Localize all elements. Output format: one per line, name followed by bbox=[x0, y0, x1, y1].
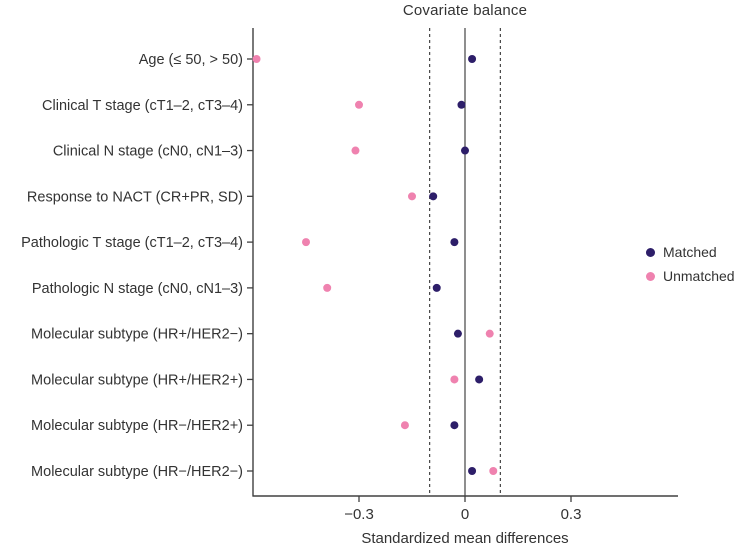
x-tick-label: 0.3 bbox=[561, 506, 582, 523]
unmatched-dot-icon bbox=[646, 271, 655, 281]
data-point-matched bbox=[450, 421, 459, 430]
data-point-unmatched bbox=[408, 192, 416, 201]
data-point-matched bbox=[429, 192, 438, 201]
matched-dot-icon bbox=[646, 247, 655, 257]
y-axis-label: Molecular subtype (HR−/HER2−) bbox=[31, 464, 243, 480]
y-axis-label: Clinical T stage (cT1–2, cT3–4) bbox=[42, 98, 243, 114]
y-axis-label: Molecular subtype (HR+/HER2+) bbox=[31, 372, 243, 388]
legend: Matched Unmatched bbox=[646, 244, 735, 284]
x-tick-label: 0 bbox=[461, 506, 469, 523]
data-point-unmatched bbox=[485, 329, 494, 338]
data-point-unmatched bbox=[489, 467, 498, 475]
data-point-matched bbox=[432, 283, 441, 292]
data-point-unmatched bbox=[323, 283, 332, 292]
y-axis-label: Response to NACT (CR+PR, SD) bbox=[27, 189, 243, 205]
data-point-unmatched bbox=[355, 100, 363, 109]
chart-title: Covariate balance bbox=[402, 2, 528, 19]
y-axis-label: Clinical N stage (cN0, cN1–3) bbox=[53, 144, 243, 160]
data-point-unmatched bbox=[450, 375, 459, 384]
x-tick-label: −0.3 bbox=[344, 506, 374, 523]
data-point-unmatched bbox=[302, 238, 310, 247]
legend-item-unmatched: Unmatched bbox=[646, 268, 735, 284]
data-point-unmatched bbox=[400, 421, 409, 430]
data-point-unmatched bbox=[351, 146, 360, 155]
data-point-matched bbox=[457, 100, 466, 109]
data-point-matched bbox=[450, 238, 459, 247]
y-axis-label: Pathologic N stage (cN0, cN1–3) bbox=[32, 281, 243, 297]
data-point-matched bbox=[461, 146, 469, 155]
data-point-unmatched bbox=[252, 55, 261, 63]
y-axis-label: Molecular subtype (HR+/HER2−) bbox=[31, 327, 243, 343]
y-axis-label: Molecular subtype (HR−/HER2+) bbox=[31, 418, 243, 434]
legend-item-matched: Matched bbox=[646, 244, 735, 260]
data-point-matched bbox=[468, 467, 477, 475]
legend-label-unmatched: Unmatched bbox=[663, 268, 735, 284]
legend-label-matched: Matched bbox=[663, 244, 717, 260]
y-axis-label: Age (≤ 50, > 50) bbox=[139, 52, 243, 68]
data-point-matched bbox=[468, 55, 477, 63]
data-point-matched bbox=[475, 375, 484, 384]
data-point-matched bbox=[453, 329, 462, 338]
x-axis-title: Standardized mean differences bbox=[361, 530, 569, 547]
y-axis-label: Pathologic T stage (cT1–2, cT3–4) bbox=[21, 235, 243, 251]
